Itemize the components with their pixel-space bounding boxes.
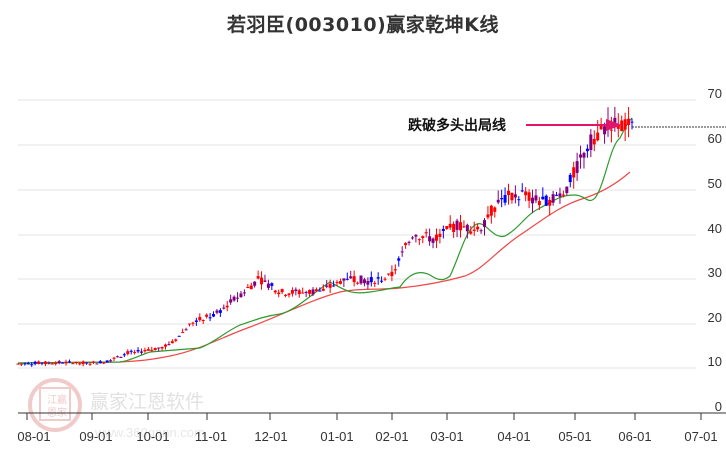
svg-text:江赢: 江赢: [47, 393, 67, 406]
ma-long-line: [17, 171, 631, 364]
y-tick-10: 10: [708, 354, 722, 369]
y-axis: 70 60 50 40 30 20 10 0: [708, 86, 722, 414]
ma-short-line: [17, 117, 633, 364]
x-axis: 08-01 09-01 10-01 11-01 12-01 01-01 02-0…: [17, 412, 726, 444]
candles: [16, 106, 634, 367]
x-tick-label: 08-01: [17, 429, 50, 444]
annotation-text: 跌破多头出局线: [408, 117, 506, 134]
x-tick-label: 03-01: [430, 429, 463, 444]
y-tick-60: 60: [708, 131, 722, 146]
y-tick-40: 40: [708, 221, 722, 236]
x-tick-label: 11-01: [195, 429, 227, 444]
x-tick-label: 06-01: [618, 429, 651, 444]
x-tick-label: 10-01: [136, 429, 169, 444]
y-tick-30: 30: [708, 265, 722, 280]
x-tick-label: 01-01: [320, 429, 353, 444]
x-tick-label: 04-01: [497, 429, 530, 444]
exit-line-annotation: 跌破多头出局线: [408, 117, 726, 134]
x-tick-label: 02-01: [375, 429, 408, 444]
watermark-url: www.360gann.com: [94, 425, 205, 440]
y-tick-50: 50: [708, 176, 722, 191]
watermark-brand: 赢家江恩软件: [90, 391, 204, 413]
x-tick-label: 05-01: [558, 429, 591, 444]
gridlines: [18, 99, 696, 369]
x-tick-label: 07-01: [684, 429, 717, 444]
y-tick-0: 0: [715, 399, 722, 414]
watermark: 江赢 恩家 赢家江恩软件 www.360gann.com: [28, 378, 205, 440]
x-tick-label: 09-01: [79, 429, 112, 444]
x-tick-label: 12-01: [254, 429, 287, 444]
y-tick-20: 20: [708, 310, 722, 325]
y-tick-70: 70: [708, 86, 722, 101]
chart-title: 若羽臣(003010)赢家乾坤K线: [227, 14, 499, 36]
